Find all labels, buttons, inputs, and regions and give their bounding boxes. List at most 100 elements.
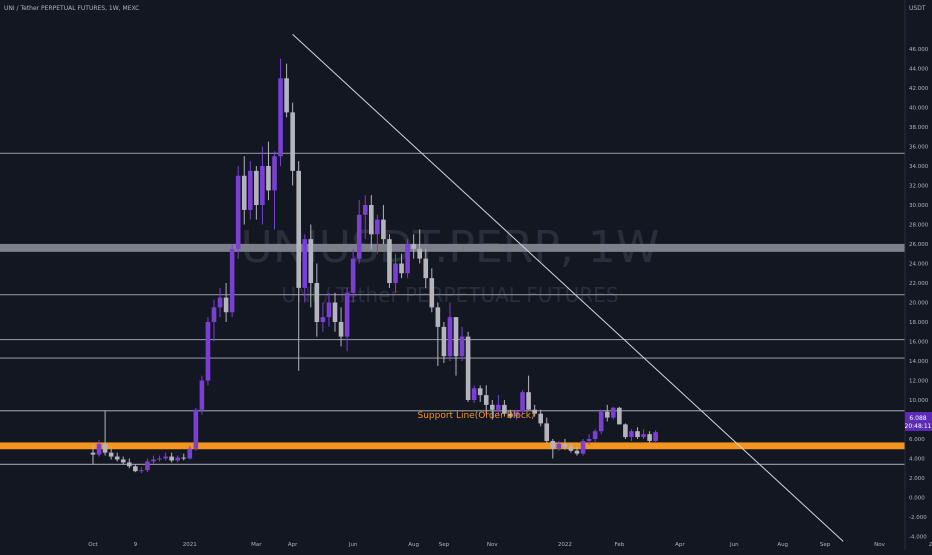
- candle[interactable]: [199, 375, 205, 415]
- candle[interactable]: [290, 102, 295, 186]
- candle[interactable]: [393, 253, 398, 293]
- trendline-group[interactable]: [292, 34, 844, 542]
- candle[interactable]: [223, 283, 229, 322]
- candle[interactable]: [387, 234, 392, 288]
- candle[interactable]: [423, 248, 429, 288]
- candle[interactable]: [332, 292, 338, 332]
- candle[interactable]: [617, 406, 622, 425]
- candle[interactable]: [574, 446, 580, 456]
- candle[interactable]: [187, 445, 193, 460]
- candle[interactable]: [127, 458, 132, 469]
- trendline[interactable]: [292, 34, 844, 542]
- candle[interactable]: [308, 224, 314, 308]
- candle[interactable]: [538, 409, 543, 427]
- time-axis[interactable]: Oct 9 2021 Mar Apr Jun Aug Sep Nov 2022 Feb Apr Jun A…: [88, 542, 932, 548]
- candle[interactable]: [302, 234, 308, 303]
- candle[interactable]: [211, 299, 217, 342]
- candle[interactable]: [483, 385, 489, 415]
- candle[interactable]: [375, 214, 380, 254]
- candle[interactable]: [653, 430, 658, 442]
- candle[interactable]: [96, 439, 102, 457]
- candle[interactable]: [326, 292, 332, 327]
- candle[interactable]: [248, 161, 253, 220]
- candle[interactable]: [350, 248, 356, 303]
- candle[interactable]: [120, 456, 126, 465]
- candle[interactable]: [320, 302, 326, 332]
- candle[interactable]: [241, 156, 247, 225]
- candle[interactable]: [260, 146, 265, 225]
- candle[interactable]: [562, 439, 568, 450]
- candle[interactable]: [629, 429, 634, 441]
- candle[interactable]: [514, 409, 519, 420]
- candle[interactable]: [193, 407, 199, 451]
- candle[interactable]: [520, 390, 525, 415]
- candle[interactable]: [502, 400, 507, 417]
- candle[interactable]: [477, 385, 483, 402]
- candle[interactable]: [217, 287, 223, 318]
- candle[interactable]: [278, 58, 283, 166]
- candle[interactable]: [568, 442, 574, 453]
- candle[interactable]: [526, 375, 531, 410]
- candle[interactable]: [429, 268, 435, 313]
- candle[interactable]: [133, 464, 138, 473]
- candle[interactable]: [592, 429, 598, 442]
- candle[interactable]: [284, 63, 289, 118]
- candle[interactable]: [550, 439, 556, 459]
- price-axis[interactable]: 46.000 44.000 42.000 40.000 38.000 36.000 34.0…: [909, 47, 929, 541]
- candle[interactable]: [623, 423, 628, 439]
- candle[interactable]: [151, 455, 156, 464]
- candle[interactable]: [496, 395, 501, 415]
- support-zone[interactable]: [0, 442, 905, 450]
- candle[interactable]: [229, 244, 235, 318]
- candle[interactable]: [266, 141, 271, 201]
- candle[interactable]: [447, 302, 453, 362]
- candle[interactable]: [586, 434, 592, 445]
- candle[interactable]: [435, 302, 441, 366]
- candle[interactable]: [556, 440, 562, 451]
- candle[interactable]: [356, 200, 362, 264]
- candle[interactable]: [90, 444, 96, 465]
- candle[interactable]: [459, 326, 465, 361]
- candle[interactable]: [338, 307, 344, 347]
- candle[interactable]: [453, 317, 459, 376]
- candle[interactable]: [611, 406, 616, 420]
- candle[interactable]: [114, 452, 120, 462]
- candle[interactable]: [254, 166, 259, 220]
- candle[interactable]: [580, 439, 586, 456]
- candle[interactable]: [344, 287, 350, 352]
- candle[interactable]: [169, 452, 174, 463]
- candle[interactable]: [157, 455, 162, 462]
- candle[interactable]: [102, 410, 108, 456]
- candle[interactable]: [205, 317, 211, 386]
- candle[interactable]: [417, 229, 422, 264]
- candle[interactable]: [641, 429, 646, 439]
- candle[interactable]: [181, 453, 187, 461]
- candle[interactable]: [296, 161, 301, 371]
- candle[interactable]: [441, 322, 447, 363]
- candle[interactable]: [532, 404, 537, 417]
- candle[interactable]: [108, 446, 114, 460]
- support-zone-band[interactable]: [0, 442, 905, 450]
- candle[interactable]: [411, 234, 416, 259]
- candle[interactable]: [471, 385, 477, 403]
- candle[interactable]: [465, 331, 471, 402]
- candle[interactable]: [604, 404, 610, 422]
- candle[interactable]: [369, 195, 374, 249]
- candle[interactable]: [598, 409, 604, 435]
- candle[interactable]: [139, 467, 144, 474]
- candle[interactable]: [145, 458, 150, 473]
- candle[interactable]: [381, 205, 386, 244]
- candle[interactable]: [490, 400, 495, 420]
- candle[interactable]: [163, 452, 168, 461]
- candle[interactable]: [405, 239, 410, 279]
- candle[interactable]: [635, 427, 640, 439]
- candle[interactable]: [362, 195, 368, 240]
- candle[interactable]: [508, 409, 513, 419]
- candle[interactable]: [544, 417, 550, 444]
- candle[interactable]: [235, 166, 241, 259]
- candle[interactable]: [647, 431, 652, 443]
- candle[interactable]: [175, 455, 180, 463]
- candle[interactable]: [272, 151, 277, 230]
